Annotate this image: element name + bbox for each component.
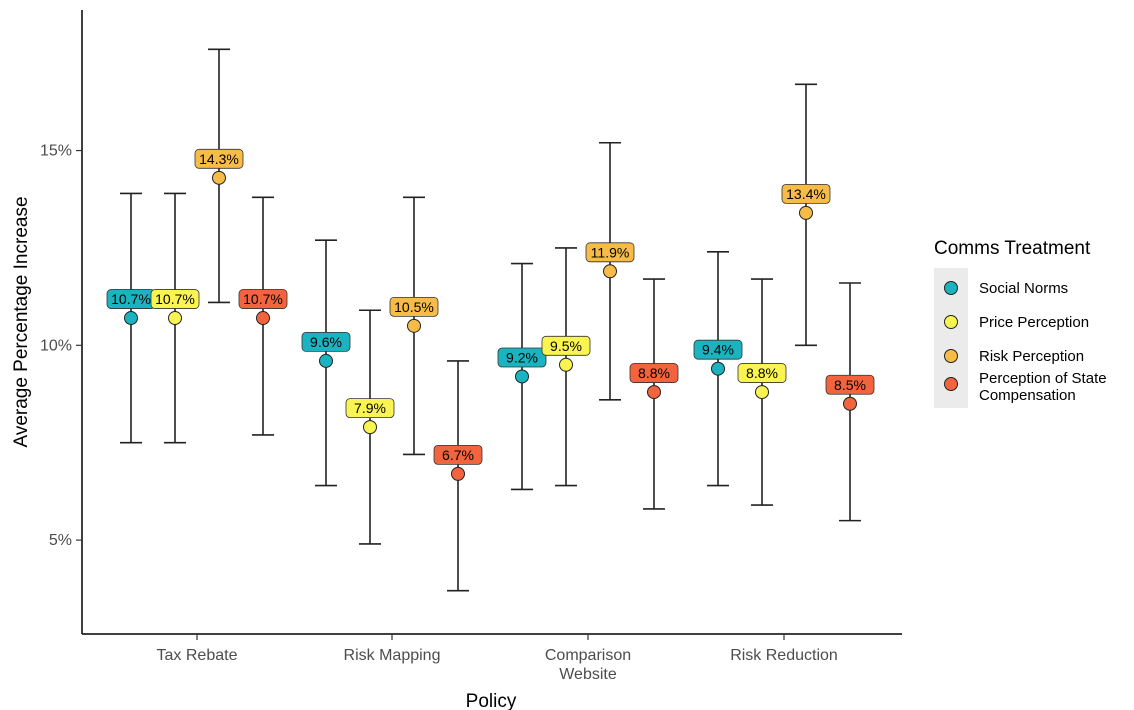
y-tick-label: 5% [49, 532, 72, 549]
data-point [363, 420, 377, 435]
x-tick-label: Tax Rebate [157, 647, 238, 664]
y-axis-title: Average Percentage Increase [11, 196, 32, 447]
x-axis-ticks: Tax Rebate Risk Mapping Comparison Website R… [157, 634, 838, 683]
data-label-box [497, 347, 547, 368]
data-label: 7.9% [354, 400, 386, 416]
data-label-group: 11.9% [585, 242, 635, 263]
data-label: 10.7% [243, 291, 283, 307]
data-label-group: 9.6% [301, 332, 351, 352]
legend-label: Social Norms [979, 280, 1068, 297]
data-label: 13.4% [786, 186, 826, 202]
x-tick-label: Website [559, 666, 617, 683]
data-label: 8.8% [746, 365, 778, 381]
data-point [603, 264, 617, 279]
axes [81, 10, 902, 635]
data-label-box [737, 363, 787, 383]
data-label: 14.3% [199, 151, 239, 167]
data-label-group: 10.7% [150, 289, 200, 309]
data-label-group: 10.7% [238, 289, 288, 309]
data-label-group: 7.9% [345, 398, 395, 419]
data-label-group: 6.7% [433, 444, 483, 465]
data-label-box [825, 374, 875, 395]
data-label-box [629, 363, 679, 383]
data-point [451, 466, 465, 481]
data-point [799, 205, 813, 220]
data-label-box [693, 339, 743, 360]
data-label: 10.5% [394, 299, 434, 315]
legend-key [944, 315, 958, 329]
data-point [124, 311, 138, 326]
data-label-group: 8.8% [629, 363, 679, 383]
data-label-box [433, 444, 483, 465]
data-label-box [389, 296, 439, 317]
data-label: 8.8% [638, 365, 670, 381]
data-point [256, 311, 270, 326]
data-point [212, 170, 226, 185]
data-label-box [345, 398, 395, 419]
data-label-box [150, 289, 200, 309]
data-label-group: 8.5% [825, 374, 875, 395]
data-label: 9.4% [702, 342, 734, 358]
data-label-group: 10.7% [106, 289, 156, 309]
data-label: 6.7% [442, 447, 474, 463]
data-point [755, 385, 769, 400]
data-label-group: 13.4% [781, 183, 831, 204]
data-label-group: 9.5% [541, 335, 591, 356]
legend-key [944, 377, 958, 391]
data-point [407, 318, 421, 333]
legend-key [944, 281, 958, 295]
data-point [319, 353, 333, 368]
legend-label: Risk Perception [979, 348, 1084, 365]
data-point [647, 385, 661, 400]
data-label-box [301, 332, 351, 352]
data-label: 9.5% [550, 338, 582, 354]
data-label: 10.7% [111, 291, 151, 307]
data-point [515, 369, 529, 384]
data-label-box [585, 242, 635, 263]
x-tick-label: Comparison [545, 647, 631, 664]
plot-area: 10.7% 9.6% 9.2% 9.4% 10.7% 7.9% 9.5% 8.8% 14.3% 1… [106, 48, 875, 592]
data-label-group: 8.8% [737, 363, 787, 383]
y-axis-ticks: 5% 10% 15% [40, 143, 82, 549]
legend-label: Compensation [979, 387, 1076, 404]
data-label-group: 9.4% [693, 339, 743, 360]
data-label: 9.6% [310, 334, 342, 350]
data-label: 9.2% [506, 349, 538, 365]
data-label-group: 9.2% [497, 347, 547, 368]
legend-title: Comms Treatment [934, 238, 1091, 259]
data-label-box [194, 148, 244, 169]
legend-label: Price Perception [979, 314, 1089, 331]
y-tick-label: 10% [40, 337, 72, 354]
data-label-group: 10.5% [389, 296, 439, 317]
x-tick-label: Risk Reduction [730, 647, 838, 664]
data-point [168, 311, 182, 326]
x-axis-title: Policy [466, 691, 517, 710]
data-label: 8.5% [834, 377, 866, 393]
legend-label: Perception of State [979, 370, 1107, 387]
data-point [559, 357, 573, 372]
x-tick-label: Risk Mapping [344, 647, 441, 664]
data-label-box [781, 183, 831, 204]
data-label-box [541, 335, 591, 356]
y-tick-label: 15% [40, 143, 72, 160]
data-label-box [238, 289, 288, 309]
data-point [711, 361, 725, 376]
data-label: 11.9% [591, 244, 630, 260]
legend-key [944, 349, 958, 363]
data-point [843, 396, 857, 411]
legend: Comms Treatment Social Norms Price Percep… [934, 238, 1107, 408]
data-label: 10.7% [155, 291, 195, 307]
data-label-group: 14.3% [194, 148, 244, 169]
